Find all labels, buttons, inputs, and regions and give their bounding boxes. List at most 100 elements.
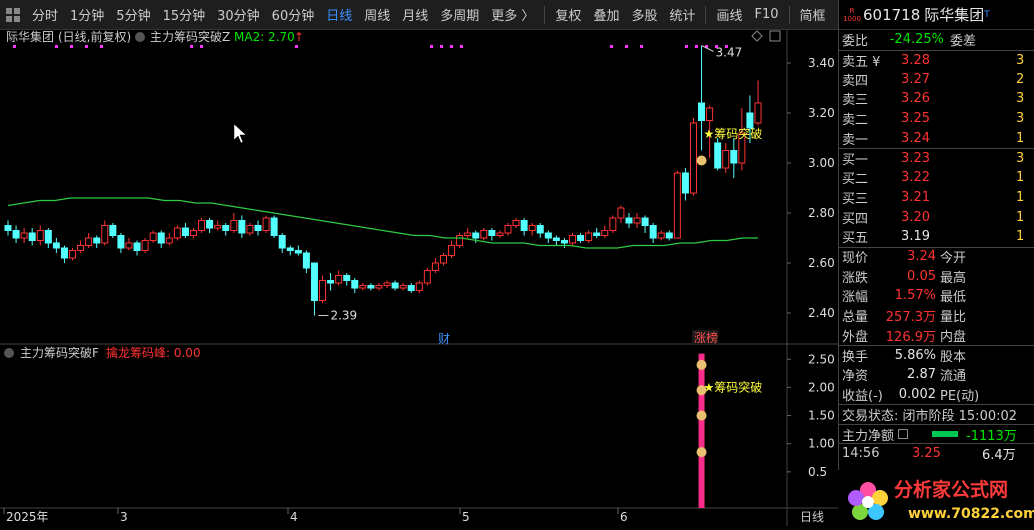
buy-row[interactable]: 买一 3.23 3 — [839, 148, 1034, 168]
sell-row[interactable]: 卖三 3.26 3 — [839, 89, 1034, 109]
candle-body — [69, 250, 77, 259]
stat2-label2: PE(动) — [940, 388, 980, 404]
toolbar-btn-8[interactable]: 月线 — [402, 9, 429, 24]
sell-row[interactable]: 卖二 3.25 3 — [839, 109, 1034, 129]
candle-body — [649, 225, 657, 239]
signal-dot — [440, 45, 443, 48]
sub-signal-bar — [698, 353, 705, 508]
signal-dot — [450, 45, 453, 48]
high-pointer — [701, 45, 714, 52]
sell-price: 3.25 — [901, 111, 930, 127]
candle-body — [302, 252, 310, 269]
trade-status-text: 交易状态: 闭市阶段 15:00:02 — [842, 408, 1018, 424]
buy-price: 3.19 — [901, 229, 930, 245]
signal-dot — [430, 45, 433, 48]
candle-body — [278, 235, 286, 249]
toolbar-btn-5[interactable]: 60分钟 — [271, 9, 315, 24]
candle-body — [222, 225, 230, 231]
candle-body — [319, 280, 327, 301]
sell-price: 3.28 — [901, 52, 930, 68]
candle-body — [327, 280, 335, 284]
stat-label: 外盘 — [842, 329, 869, 345]
candle-body — [415, 282, 423, 291]
sell-label: 卖五 ¥ — [842, 54, 881, 70]
toolbar-btn-13[interactable]: 多股 — [631, 9, 658, 24]
toolbar-btn-2[interactable]: 5分钟 — [116, 9, 151, 24]
sell-row[interactable]: 卖一 3.24 1 — [839, 128, 1034, 148]
stat2-value: 5.86% — [894, 347, 936, 363]
chart-background — [0, 30, 838, 526]
toolbar-separator — [544, 5, 546, 24]
ma-label: MA2: 2.70 — [234, 30, 295, 44]
toolbar-btn-1[interactable]: 1分钟 — [70, 9, 105, 24]
stat2-label: 收益(-) — [842, 388, 883, 404]
stat-label2: 最低 — [940, 290, 967, 306]
candle-body — [85, 237, 93, 246]
buy-vol: 1 — [1016, 170, 1025, 186]
candle-body — [230, 220, 238, 231]
stat-label: 涨跌 — [842, 270, 869, 286]
stat2-row: 换手 5.86% 股本 — [839, 345, 1034, 365]
candle-body — [698, 102, 706, 121]
candle-body — [189, 230, 197, 236]
sell-row[interactable]: 卖四 3.27 2 — [839, 69, 1034, 89]
sell-row[interactable]: 卖五 ¥ 3.28 3 — [839, 49, 1034, 70]
price-tick-label: 2.60 — [808, 256, 835, 270]
buy-row[interactable]: 买五 3.19 1 — [839, 227, 1034, 247]
candle-body — [528, 225, 536, 231]
toolbar-btn-4[interactable]: 30分钟 — [217, 9, 260, 24]
candle-body — [93, 237, 101, 244]
candle-body — [641, 217, 649, 226]
candle-body — [681, 172, 689, 194]
dropdown-chevron-icon — [135, 32, 145, 42]
candle-body — [157, 232, 165, 244]
toolbar-btn-12[interactable]: 叠加 — [593, 9, 620, 24]
toolbar-btn-7[interactable]: 周线 — [364, 9, 391, 24]
money-bag-icon — [696, 359, 707, 370]
signal-dot — [715, 45, 718, 48]
tick-time: 14:56 — [842, 446, 880, 462]
signal-dot — [13, 45, 16, 48]
buy-row[interactable]: 买三 3.21 1 — [839, 188, 1034, 208]
candle-body — [77, 245, 85, 251]
toolbar-btn-9[interactable]: 多周期 — [440, 9, 480, 24]
money-bag-icon — [696, 385, 707, 396]
date-tick-label: 3 — [120, 510, 128, 524]
candle-body — [738, 132, 746, 164]
buy-row[interactable]: 买四 3.20 1 — [839, 207, 1034, 227]
toolbar-separator — [788, 5, 790, 24]
candle-body — [560, 240, 568, 244]
ma-arrow-icon: ↑ — [294, 30, 304, 44]
toolbar-btn-10[interactable]: 更多 〉 — [491, 9, 535, 24]
stat2-label2: 股本 — [940, 349, 967, 365]
grid-menu-icon[interactable] — [6, 7, 20, 22]
kline-chart[interactable]: 际华集团 (日线,前复权) 主力筹码突破Z MA2: 2.70 ↑ 3.40 3.20 3.0… — [0, 29, 838, 526]
stat-value: 257.3万 — [885, 309, 936, 325]
toolbar-btn-17[interactable]: 简框 — [799, 9, 826, 24]
net-label: 主力净额 — [842, 428, 895, 444]
toolbar-btn-16[interactable]: F10 — [754, 7, 779, 22]
toolbar-btn-3[interactable]: 15分钟 — [162, 9, 206, 24]
signal-dot — [625, 45, 628, 48]
signal-dot — [705, 45, 708, 48]
buy-row[interactable]: 买二 3.22 1 — [839, 168, 1034, 188]
chart-area[interactable]: 际华集团 (日线,前复权) 主力筹码突破Z MA2: 2.70 ↑ 3.40 3.20 3.0… — [0, 29, 838, 526]
candle-body — [125, 242, 133, 249]
candle-body — [730, 150, 738, 164]
signal-dot — [460, 45, 463, 48]
stat-label2: 最高 — [940, 270, 967, 286]
candle-body — [633, 217, 641, 224]
toolbar-btn-0[interactable]: 分时 — [32, 9, 59, 24]
candle-body — [439, 255, 447, 264]
candle-body — [665, 232, 673, 239]
buy-label: 买二 — [842, 172, 869, 188]
candle-body — [367, 285, 375, 289]
candle-body — [714, 142, 722, 169]
candle-body — [101, 225, 109, 244]
list-icon[interactable] — [898, 429, 909, 440]
candle-body — [214, 225, 222, 229]
toolbar-btn-15[interactable]: 画线 — [716, 9, 743, 24]
toolbar-btn-6[interactable]: 日线 — [326, 9, 353, 24]
toolbar-btn-11[interactable]: 复权 — [555, 9, 582, 24]
toolbar-btn-14[interactable]: 统计 — [669, 9, 696, 24]
